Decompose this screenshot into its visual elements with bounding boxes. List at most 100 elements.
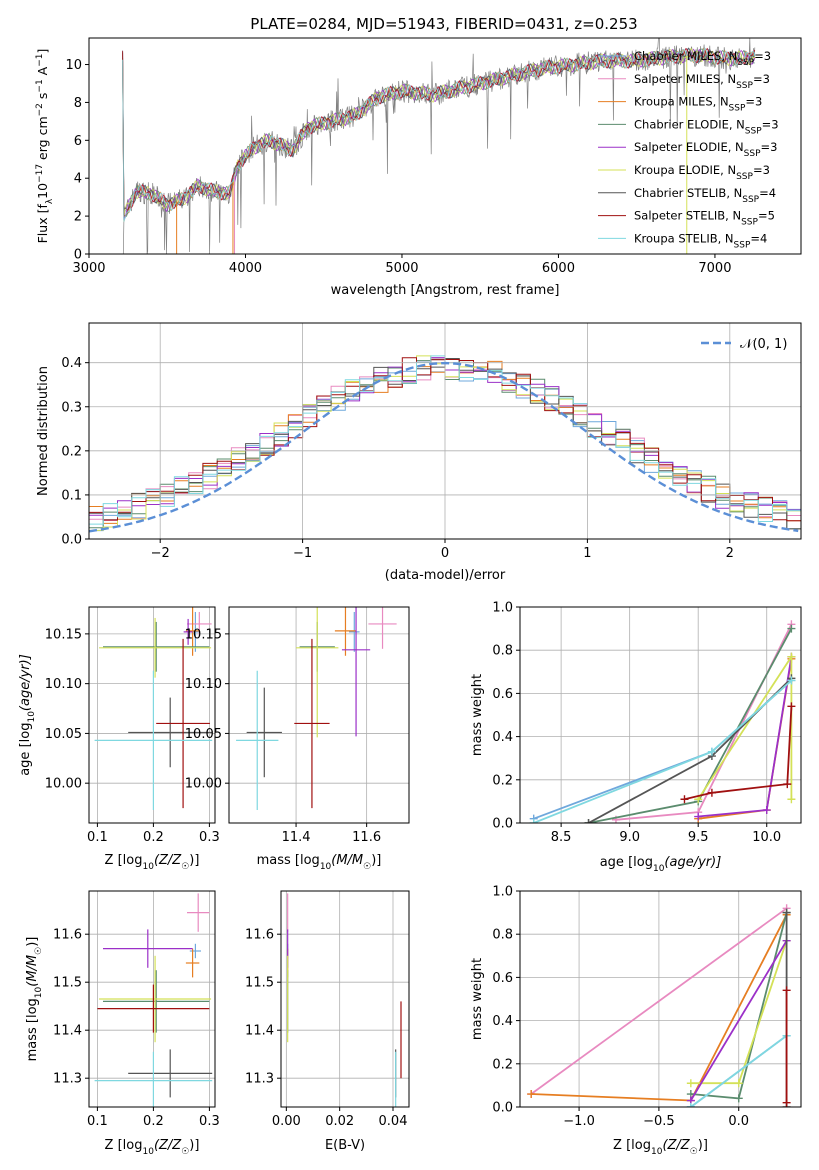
- x-tick-label: −2: [151, 546, 170, 561]
- axes-frame: [88, 606, 216, 824]
- errorbar-kroupa-stelib: [236, 670, 279, 811]
- series-kroupa-stelib: [690, 1034, 788, 1107]
- y-tick-label: 10.05: [185, 727, 222, 742]
- x-tick-label: 11.4: [282, 830, 311, 845]
- series-marker: [783, 780, 792, 789]
- x-tick-label: 0.1: [87, 830, 108, 845]
- x-tick-label: 0.02: [325, 1114, 354, 1129]
- series-salpeter-elodie: [690, 940, 788, 1101]
- y-tick-label: 0.0: [492, 817, 513, 832]
- axes-frame: [519, 606, 802, 824]
- y-axis-label: mass weight: [470, 958, 485, 1040]
- x-axis-label: Z [log10(Z/Z☉)]: [613, 1138, 708, 1157]
- label-part: age [log: [600, 855, 653, 870]
- y-tick-label: 10.15: [45, 627, 82, 642]
- y-tick-label: 0.2: [492, 1057, 513, 1072]
- y-tick-label: 11.5: [53, 976, 82, 991]
- x-tick-label: 0.0: [728, 1114, 749, 1129]
- label-part: =3: [753, 163, 770, 177]
- label-part: Z [log: [105, 853, 143, 868]
- y-axis-label: Normed distribution: [36, 366, 51, 496]
- label-part: SSP: [729, 104, 746, 114]
- y-tick-label: 10.10: [185, 677, 222, 692]
- x-tick-label: 0.3: [199, 1114, 220, 1129]
- series-marker: [787, 652, 796, 661]
- x-tick-label: −1.0: [563, 1114, 595, 1129]
- axes-frame: [88, 890, 216, 1108]
- label-part: )]: [698, 1138, 708, 1153]
- y-tick-label: 0.3: [61, 400, 82, 415]
- label-part: age [log: [18, 723, 33, 776]
- label-part: 10: [34, 986, 44, 998]
- errorbar-salpeter-elodie: [341, 607, 371, 737]
- label-part: s: [35, 93, 50, 104]
- legend-entry: Salpeter STELIB, NSSP=5: [634, 209, 775, 228]
- x-axis-label: E(B-V): [325, 1138, 365, 1153]
- legend-entry: Kroupa STELIB, NSSP=4: [634, 231, 767, 250]
- legend-entry: Kroupa ELODIE, NSSP=3: [634, 163, 770, 182]
- series-marker: [686, 1103, 695, 1107]
- series-marker: [686, 1079, 695, 1088]
- label-part: 10: [27, 711, 37, 723]
- label-part: ☉: [363, 862, 371, 872]
- errorbar-salpeter-miles: [187, 611, 212, 636]
- x-tick-label: 0.3: [199, 830, 220, 845]
- y-tick-label: 0.4: [61, 356, 82, 371]
- y-tick-label: 0.8: [492, 644, 513, 659]
- label-part: =5: [758, 209, 775, 223]
- label-part: Salpeter STELIB, N: [634, 209, 741, 223]
- errorbar-salpeter-stelib: [156, 638, 210, 809]
- label-part: 10: [653, 864, 665, 874]
- label-part: Z [log: [105, 1138, 143, 1153]
- label-part: ☉: [690, 1147, 698, 1157]
- series-marker: [707, 788, 716, 797]
- label-part: SSP: [745, 126, 762, 136]
- label-part: ☉: [181, 1147, 189, 1157]
- normal-curve: [89, 361, 799, 533]
- y-axis-label: mass [log10(M/M☉)]: [25, 937, 44, 1062]
- y-tick-label: 11.6: [245, 928, 274, 943]
- y-tick-label: 10: [65, 58, 82, 73]
- label-part: (Z/Z: [154, 1138, 182, 1153]
- x-axis-label: (data-model)/error: [385, 568, 506, 583]
- errorbar-chabrier-elodie: [103, 621, 210, 672]
- axes-frame: [228, 606, 410, 824]
- label-part: )]: [371, 853, 381, 868]
- series-marker: [787, 795, 796, 804]
- label-part: (age/yr)]: [664, 855, 721, 870]
- series-marker: [527, 1090, 536, 1099]
- y-tick-label: 10.00: [185, 777, 222, 792]
- mass_vs_ebv-plot-area: [281, 891, 409, 1107]
- mass_vs_ebv-panel: 0.00 0.02 0.04 11.3 11.4 11.5 11.6 E(B-V): [245, 890, 410, 1153]
- legend-entry: Chabrier ELODIE, NSSP=3: [634, 117, 779, 136]
- y-tick-label: 0.1: [61, 488, 82, 503]
- series-marker: [529, 819, 538, 823]
- series-marker: [782, 908, 791, 917]
- errorbar-kroupa-elodie: [99, 617, 212, 678]
- y-tick-label: 1.0: [492, 601, 513, 616]
- y-tick-label: 10.00: [45, 777, 82, 792]
- y-tick-label: 10.05: [45, 727, 82, 742]
- x-tick-label: 0.2: [143, 1114, 164, 1129]
- errorbar-kroupa-miles: [334, 607, 357, 656]
- label-part: SSP: [742, 195, 759, 205]
- label-part: Kroupa ELODIE, N: [634, 163, 736, 177]
- label-part: SSP: [734, 240, 751, 250]
- errorbar-chabrier-stelib: [246, 687, 282, 778]
- y-tick-label: 8: [74, 96, 82, 111]
- legend-entry: Chabrier MILES, NSSP=3: [634, 49, 771, 68]
- axes-frame: [88, 322, 802, 540]
- x-tick-label: 0: [441, 546, 449, 561]
- series-marker: [787, 676, 796, 685]
- label-part: ☉: [181, 862, 189, 872]
- label-part: −1: [35, 54, 45, 67]
- model-salpeter-stelib: [122, 47, 756, 217]
- label-part: 10: [35, 183, 50, 199]
- errorbar-salpeter-stelib: [294, 638, 330, 809]
- label-part: SSP: [741, 218, 758, 228]
- label-part: (M/M: [25, 955, 40, 987]
- x-tick-label: 10.0: [752, 830, 781, 845]
- x-tick-label: 5000: [385, 261, 418, 276]
